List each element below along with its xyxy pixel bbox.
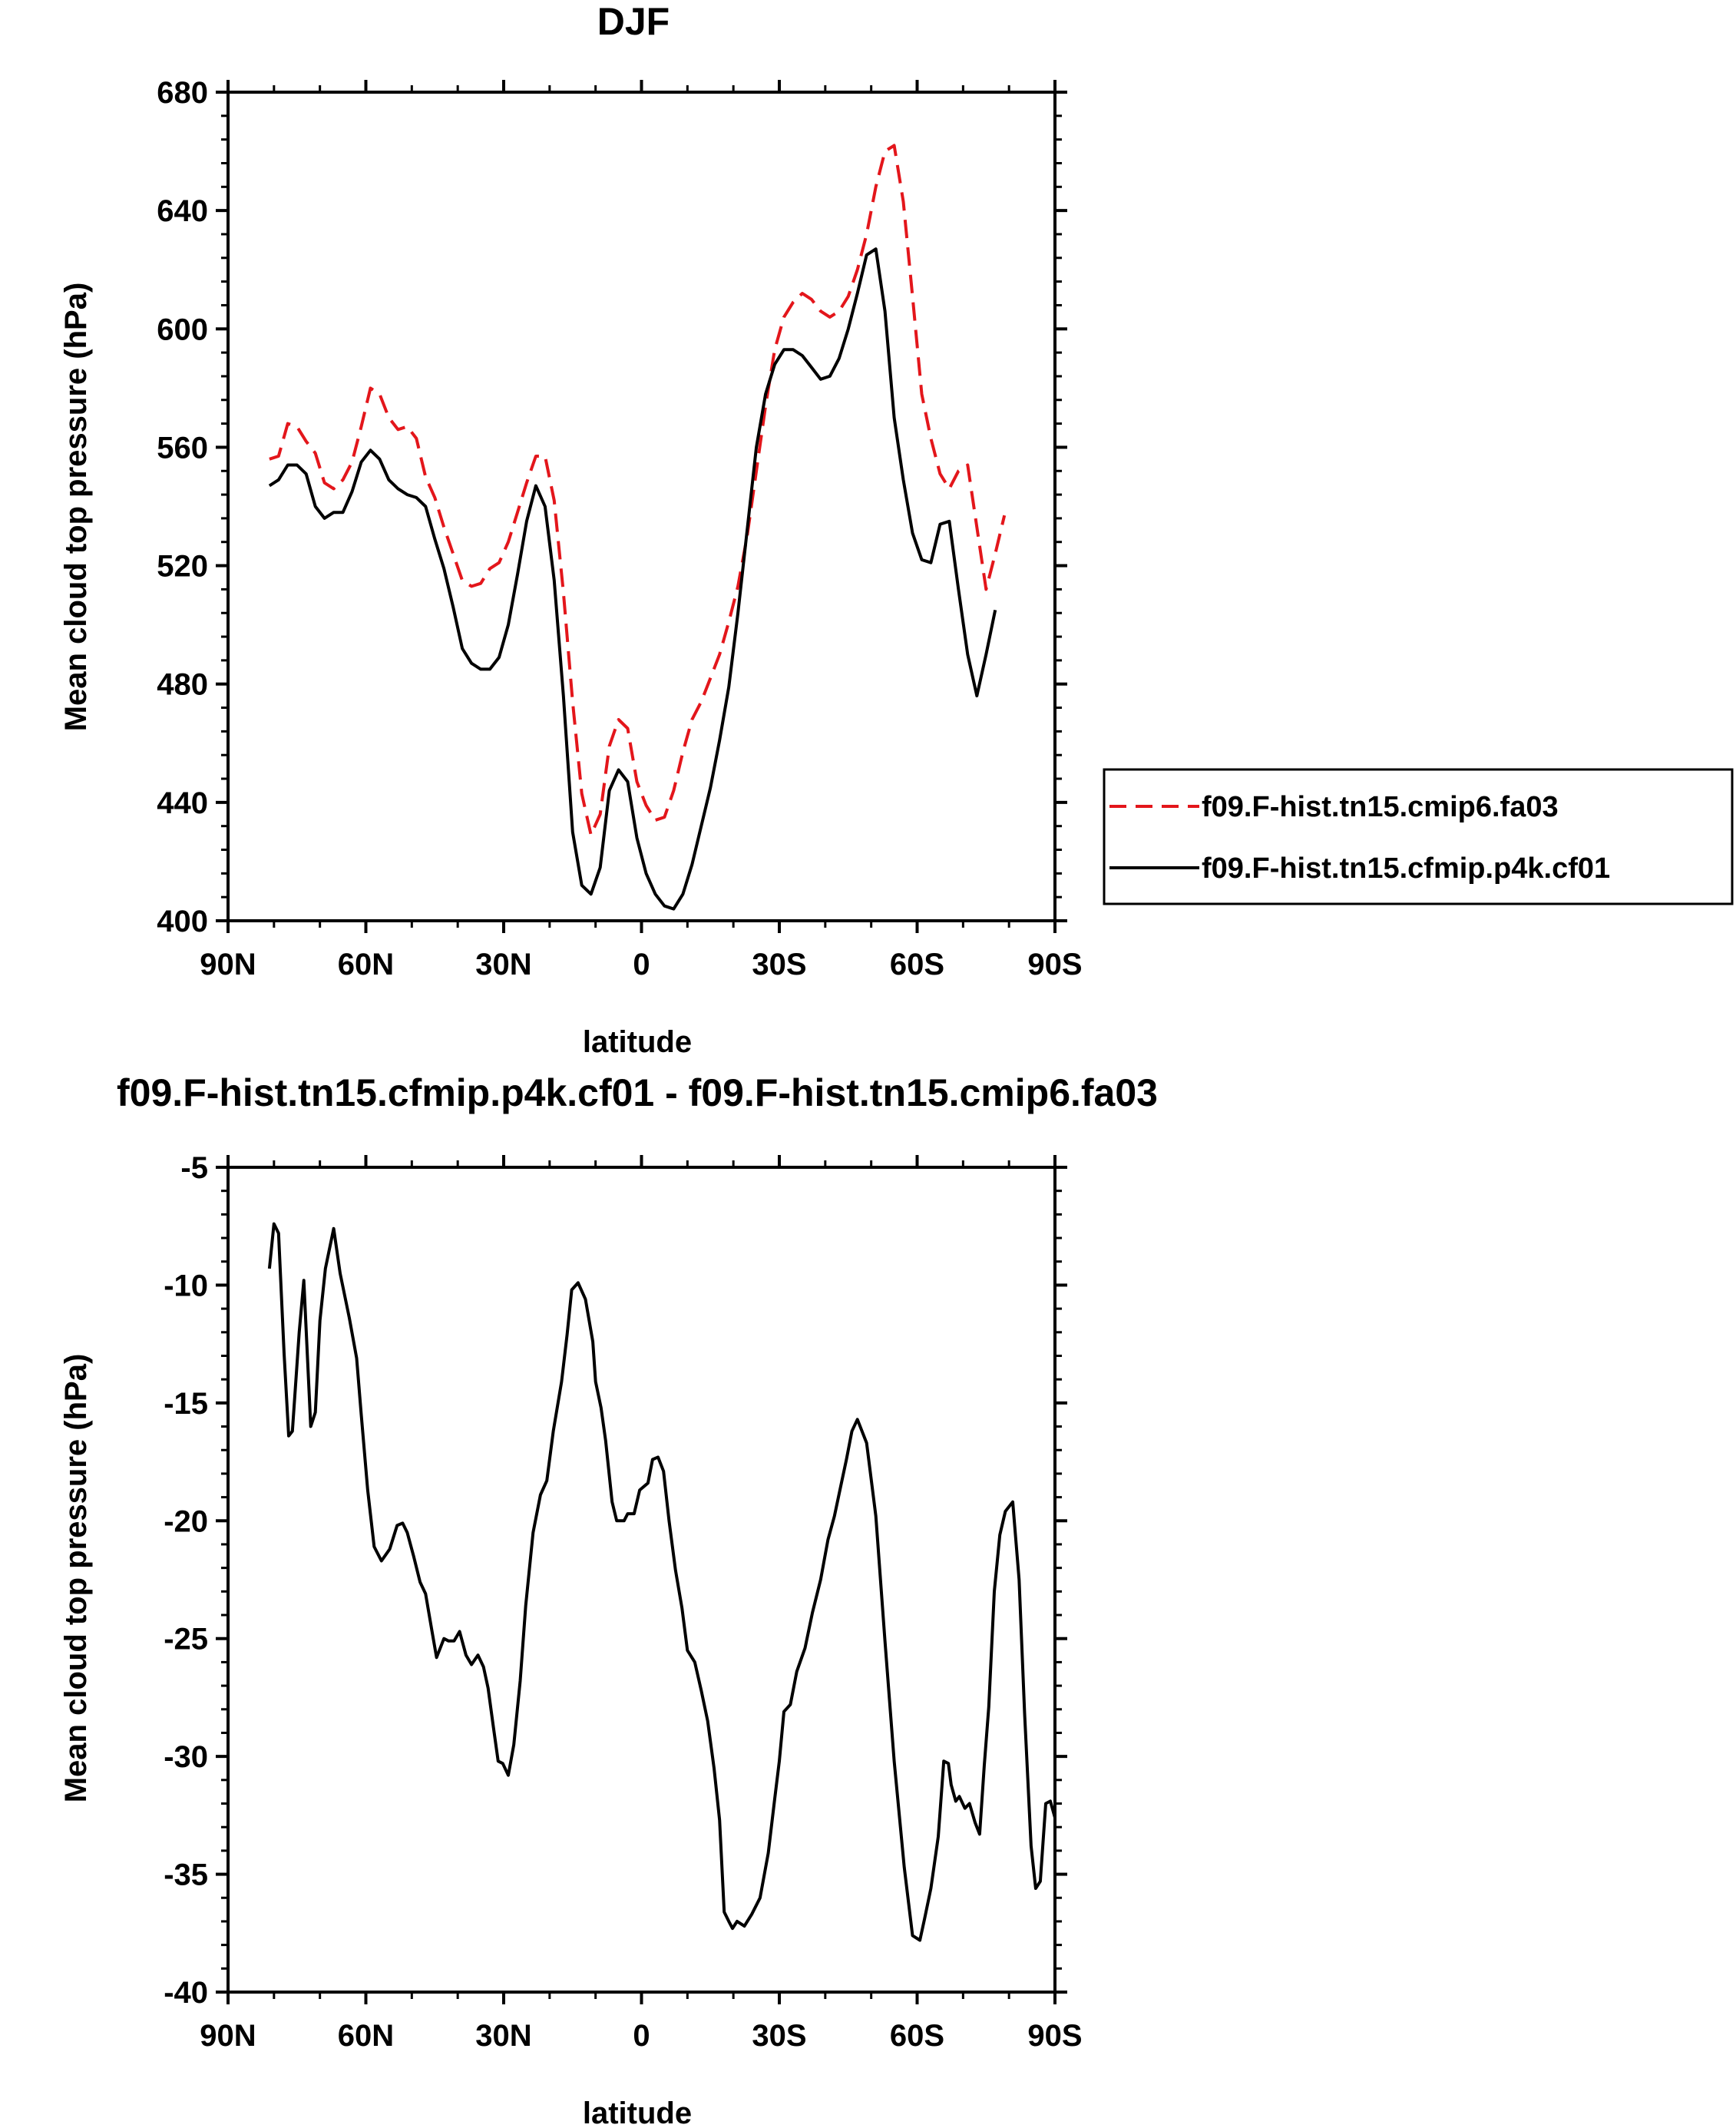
bottom-x-tick-label: 60S: [890, 2019, 944, 2053]
top-series-line-0: [269, 144, 1007, 837]
top-y-tick-label: 520: [157, 550, 208, 584]
bottom-y-tick-labels: -40 -35 -30 -25 -20 -15 -10 -5: [164, 1151, 208, 2010]
legend-label-p4k: f09.F-hist.tn15.cfmip.p4k.cf01: [1202, 852, 1610, 885]
top-x-axis-label: latitude: [583, 1025, 692, 1059]
top-x-tick-label: 30N: [475, 948, 531, 981]
legend: f09.F-hist.tn15.cmip6.fa03 f09.F-hist.tn…: [1103, 768, 1734, 905]
bottom-y-tick-label: -5: [180, 1151, 208, 1185]
bottom-x-tick-label: 30N: [475, 2019, 531, 2053]
top-y-tick-label: 440: [157, 786, 208, 820]
top-y-tick-label: 560: [157, 431, 208, 465]
bottom-y-tick-label: -20: [164, 1504, 208, 1538]
top-x-tick-label: 30S: [752, 948, 806, 981]
top-y-tick-label: 680: [157, 76, 208, 110]
bottom-panel: f09.F-hist.tn15.cfmip.p4k.cf01 - f09.F-h…: [59, 1071, 1158, 2128]
top-x-tick-label: 90S: [1027, 948, 1082, 981]
legend-label-cmip6: f09.F-hist.tn15.cmip6.fa03: [1202, 791, 1559, 823]
bottom-x-tick-label: 0: [633, 2019, 650, 2053]
top-y-axis-label: Mean cloud top pressure (hPa): [59, 283, 93, 732]
top-x-tick-label: 60S: [890, 948, 944, 981]
bottom-y-tick-label: -40: [164, 1976, 208, 2010]
top-series-group: [268, 144, 1007, 911]
bottom-y-tick-label: -25: [164, 1623, 208, 1656]
top-x-tick-label: 90N: [200, 948, 256, 981]
top-series-line-1: [268, 247, 997, 911]
bottom-y-tick-label: -30: [164, 1740, 208, 1774]
bottom-x-tick-label: 90S: [1027, 2019, 1082, 2053]
bottom-x-tick-label: 90N: [200, 2019, 256, 2053]
top-x-tick-label: 0: [633, 948, 650, 981]
bottom-plot-frame: [227, 1166, 1056, 1994]
bottom-x-tick-label: 30S: [752, 2019, 806, 2053]
bottom-y-tick-label: -15: [164, 1387, 208, 1421]
top-y-tick-label: 600: [157, 313, 208, 346]
top-x-tick-label: 60N: [338, 948, 394, 981]
top-x-tick-labels: 90N 60N 30N 0 30S 60S 90S: [200, 948, 1082, 981]
top-panel: DJF 400 440 480 520 560 600 640 680 90N 60N 30N 0 3…: [59, 0, 1734, 1059]
bottom-x-tick-label: 60N: [338, 2019, 394, 2053]
bottom-series-group: [267, 1222, 1056, 1942]
bottom-y-axis-label: Mean cloud top pressure (hPa): [59, 1354, 93, 1803]
bottom-x-tick-labels: 90N 60N 30N 0 30S 60S 90S: [200, 2019, 1082, 2053]
bottom-y-tick-label: -35: [164, 1858, 208, 1892]
top-y-tick-label: 400: [157, 905, 208, 938]
top-chart-title: DJF: [597, 0, 670, 43]
bottom-chart-title: f09.F-hist.tn15.cfmip.p4k.cf01 - f09.F-h…: [117, 1071, 1158, 1114]
bottom-series-line-0: [267, 1222, 1056, 1942]
legend-box: [1103, 768, 1734, 905]
top-y-tick-labels: 400 440 480 520 560 600 640 680: [157, 76, 208, 938]
bottom-x-axis-label: latitude: [583, 2097, 692, 2128]
top-y-tick-label: 480: [157, 668, 208, 702]
bottom-y-tick-label: -10: [164, 1269, 208, 1302]
top-y-tick-label: 640: [157, 194, 208, 228]
top-plot-frame: [227, 91, 1056, 922]
